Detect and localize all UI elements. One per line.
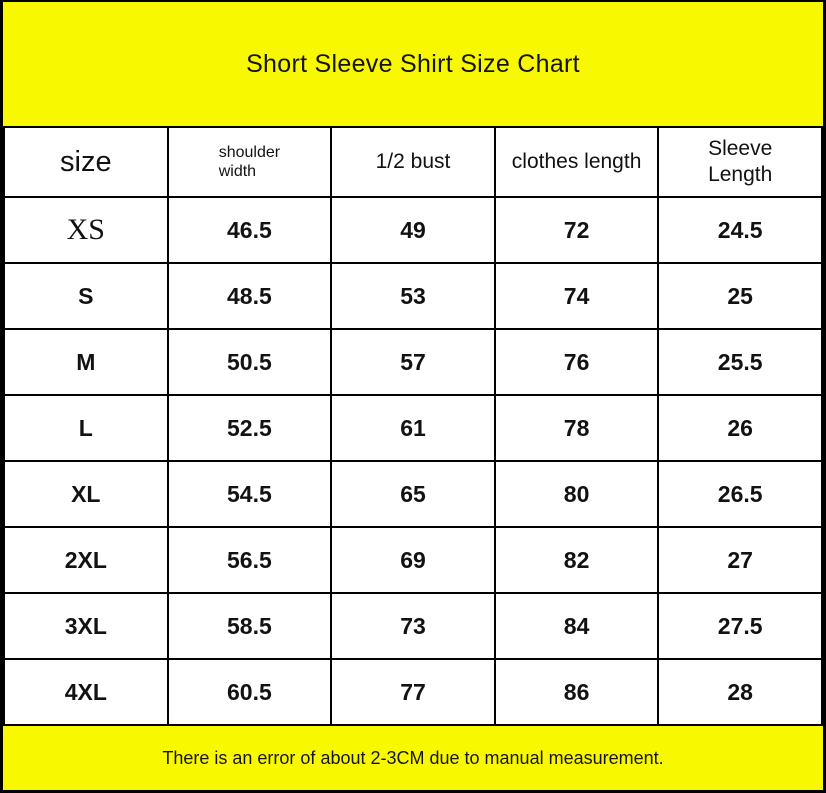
measurement-value: 77 (330, 658, 496, 726)
measurement-value: 65 (330, 460, 496, 528)
page-title: Short Sleeve Shirt Size Chart (246, 49, 580, 78)
measurement-value: 76 (493, 328, 660, 396)
measurement-value: 58.5 (166, 592, 333, 660)
measurement-value: 60.5 (166, 658, 333, 726)
column-header-size: size (3, 126, 169, 198)
measurement-value: 56.5 (166, 526, 333, 594)
table-row: 3XL 58.5 73 84 27.5 (3, 592, 823, 660)
footnote-banner: There is an error of about 2-3CM due to … (3, 726, 823, 790)
measurement-value: 74 (493, 262, 660, 330)
table-row: 2XL 56.5 69 82 27 (3, 526, 823, 594)
table-row: S 48.5 53 74 25 (3, 262, 823, 330)
column-header-sleeve-length: Sleeve Length (657, 126, 823, 198)
size-label: 4XL (3, 658, 169, 726)
size-label: S (3, 262, 169, 330)
measurement-value: 86 (493, 658, 660, 726)
measurement-value: 69 (330, 526, 496, 594)
measurement-value: 73 (330, 592, 496, 660)
measurement-value: 28 (657, 658, 823, 726)
measurement-value: 48.5 (166, 262, 333, 330)
footnote-text: There is an error of about 2-3CM due to … (162, 747, 664, 768)
measurement-value: 52.5 (166, 394, 333, 462)
size-label: L (3, 394, 169, 462)
measurement-value: 25 (657, 262, 823, 330)
size-label: 2XL (3, 526, 169, 594)
measurement-value: 53 (330, 262, 496, 330)
measurement-value: 82 (493, 526, 660, 594)
measurement-value: 80 (493, 460, 660, 528)
table-row: L 52.5 61 78 26 (3, 394, 823, 462)
table-row: XS 46.5 49 72 24.5 (3, 196, 823, 264)
measurement-value: 24.5 (657, 196, 823, 264)
size-label: XS (3, 196, 169, 264)
table-header-row: size shoulder width 1/2 bust clothes len… (3, 126, 823, 198)
size-label: M (3, 328, 169, 396)
measurement-value: 54.5 (166, 460, 333, 528)
measurement-value: 84 (493, 592, 660, 660)
measurement-value: 27 (657, 526, 823, 594)
measurement-value: 72 (493, 196, 660, 264)
measurement-value: 49 (330, 196, 496, 264)
table-row: XL 54.5 65 80 26.5 (3, 460, 823, 528)
measurement-value: 61 (330, 394, 496, 462)
measurement-value: 57 (330, 328, 496, 396)
measurement-value: 78 (493, 394, 660, 462)
measurement-value: 26 (657, 394, 823, 462)
measurement-value: 26.5 (657, 460, 823, 528)
size-label: XL (3, 460, 169, 528)
measurement-value: 50.5 (166, 328, 333, 396)
size-label: 3XL (3, 592, 169, 660)
column-header-shoulder-width: shoulder width (166, 126, 333, 198)
table-head: size shoulder width 1/2 bust clothes len… (3, 126, 823, 198)
table-body: XS 46.5 49 72 24.5 S 48.5 53 74 25 M 50.5 57 76 25.5 L 5… (3, 196, 823, 726)
title-banner: Short Sleeve Shirt Size Chart (3, 2, 823, 126)
table-row: 4XL 60.5 77 86 28 (3, 658, 823, 726)
measurement-value: 27.5 (657, 592, 823, 660)
column-header-half-bust: 1/2 bust (330, 126, 496, 198)
measurement-value: 46.5 (166, 196, 333, 264)
column-header-clothes-length: clothes length (493, 126, 660, 198)
table-row: M 50.5 57 76 25.5 (3, 328, 823, 396)
size-table: size shoulder width 1/2 bust clothes len… (3, 126, 823, 726)
measurement-value: 25.5 (657, 328, 823, 396)
column-header-shoulder-width-label: shoulder width (218, 143, 281, 180)
